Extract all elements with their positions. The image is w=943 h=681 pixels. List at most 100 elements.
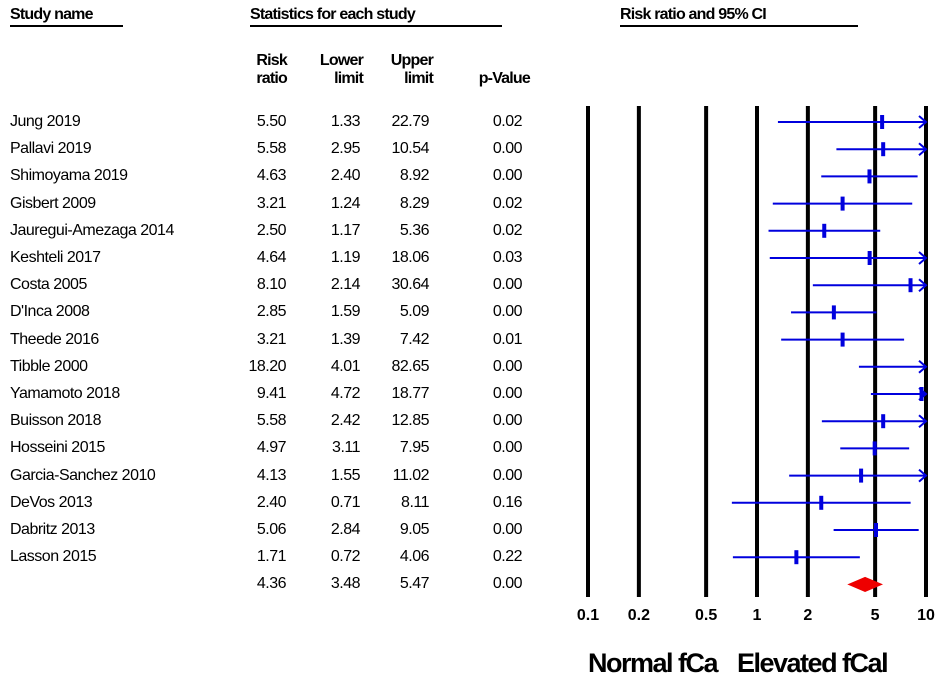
upper-limit-value: 8.29: [399, 194, 430, 212]
ci-arrow-marker: [918, 468, 928, 483]
pooled-estimate-diamond: [847, 576, 884, 592]
table-row: Jauregui-Amezaga 2014 2.50 1.17 5.36 0.0…: [0, 218, 560, 245]
table-row: Lasson 2015 1.71 0.72 4.06 0.22: [0, 544, 560, 571]
point-estimate-marker: [867, 251, 872, 265]
table-row: Yamamoto 2018 9.41 4.72 18.77 0.00: [0, 381, 560, 408]
p-value-value: 0.02: [492, 221, 523, 239]
risk-ratio-value: 2.50: [256, 221, 287, 239]
p-value-value: 0.00: [492, 357, 523, 375]
lower-limit-value: 3.48: [330, 575, 361, 593]
study-name: Costa 2005: [10, 276, 87, 294]
upper-limit-value: 8.11: [401, 493, 429, 511]
p-value-value: 0.02: [492, 194, 523, 212]
study-name: Lasson 2015: [10, 548, 97, 566]
point-estimate-marker: [840, 196, 845, 211]
lower-limit-value: 1.24: [330, 194, 361, 212]
upper-limit-value: 5.36: [399, 221, 430, 239]
p-value-value: 0.00: [492, 466, 523, 484]
lower-limit-value: 2.42: [330, 412, 361, 430]
upper-limit-value: 12.85: [391, 412, 429, 430]
plot-title-header: Risk ratio and 95% CI: [620, 6, 767, 23]
lower-limit-value: 1.19: [330, 249, 361, 266]
statistics-underline: [250, 25, 502, 27]
point-estimate-marker: [822, 223, 827, 238]
table-row: D'Inca 2008 2.85 1.59 5.09 0.00: [0, 299, 560, 326]
study-name: Garcia-Sanchez 2010: [10, 466, 156, 484]
p-value-value: 0.01: [492, 330, 523, 348]
upper-limit-value: 7.95: [399, 439, 430, 457]
table-row: Jung 2019 5.50 1.33 22.79 0.02: [0, 109, 560, 136]
lower-limit-value: 2.84: [330, 521, 361, 538]
table-row: Buisson 2018 5.58 2.42 12.85 0.00: [0, 408, 560, 435]
x-tick-label: 10: [917, 607, 935, 624]
upper-limit-value: 11.02: [392, 466, 430, 484]
x-tick-label: 5: [871, 607, 880, 624]
risk-ratio-value: 4.64: [256, 249, 287, 266]
study-name-underline: [10, 25, 123, 27]
point-estimate-marker: [840, 332, 845, 347]
risk-ratio-value: 5.50: [256, 113, 287, 130]
point-estimate-marker: [859, 468, 864, 483]
risk-ratio-value: 5.06: [256, 521, 287, 538]
lower-limit-value: 0.72: [330, 548, 361, 566]
table-row: Dabritz 2013 5.06 2.84 9.05 0.00: [0, 517, 560, 544]
risk-ratio-value: 8.10: [256, 276, 287, 294]
table-row: Keshteli 2017 4.64 1.19 18.06 0.03: [0, 245, 560, 272]
risk-ratio-value: 18.20: [248, 357, 286, 375]
x-tick-label: 0.1: [577, 607, 599, 624]
upper-limit-value: 5.09: [399, 303, 430, 321]
p-value-value: 0.00: [492, 385, 523, 402]
p-value-value: 0.22: [492, 548, 523, 566]
plot-title-underline: [620, 25, 858, 27]
upper-limit-value: 10.54: [391, 140, 429, 158]
upper-limit-value: 7.42: [399, 330, 430, 348]
study-name: Tibble 2000: [10, 357, 88, 375]
lower-limit-value: 0.71: [330, 493, 361, 511]
x-tick-label: 2: [803, 607, 812, 624]
study-name: Jauregui-Amezaga 2014: [10, 221, 174, 239]
upper-limit-value: 18.77: [391, 385, 429, 402]
upper-limit-value: 4.06: [399, 548, 430, 566]
upper-limit-value: 8.92: [399, 167, 430, 185]
risk-ratio-value: 3.21: [256, 194, 287, 212]
lower-limit-value: 2.40: [330, 167, 361, 185]
point-estimate-marker: [919, 387, 924, 401]
p-value-value: 0.00: [492, 439, 523, 457]
p-value-value: 0.03: [492, 249, 523, 266]
point-estimate-marker: [794, 550, 799, 565]
study-name-header: Study name: [10, 6, 94, 23]
risk-ratio-value: 4.63: [256, 167, 287, 185]
summary-row: 4.36 3.48 5.47 0.00: [0, 571, 560, 598]
lower-limit-value: 3.11: [332, 439, 360, 457]
study-name: Jung 2019: [10, 113, 81, 130]
lower-limit-value: 1.55: [330, 466, 361, 484]
p-value-value: 0.00: [492, 303, 523, 321]
table-row: Pallavi 2019 5.58 2.95 10.54 0.00: [0, 136, 560, 163]
ci-arrow-marker: [918, 360, 928, 374]
p-value-value: 0.00: [492, 575, 523, 593]
p-value-value: 0.00: [492, 521, 523, 538]
point-estimate-marker: [880, 115, 885, 129]
p-value-value: 0.16: [492, 493, 523, 511]
point-estimate-marker: [872, 441, 877, 456]
x-tick-label: 0.5: [695, 607, 717, 624]
p-value-value: 0.00: [492, 140, 523, 158]
p-value-value: 0.02: [492, 113, 523, 130]
study-name: Shimoyama 2019: [10, 167, 128, 185]
risk-ratio-value: 1.71: [256, 548, 287, 566]
risk-ratio-value: 4.97: [256, 439, 287, 457]
x-tick-label: 0.2: [628, 607, 650, 624]
lower-limit-value: 1.33: [330, 113, 361, 130]
study-name: Buisson 2018: [10, 412, 101, 430]
lower-limit-value: 1.39: [330, 330, 361, 348]
lower-limit-value: 2.95: [330, 140, 361, 158]
ci-arrow-marker: [918, 278, 928, 292]
footer-right-label: Elevated fCal: [737, 648, 889, 678]
study-name: Theede 2016: [10, 330, 99, 348]
p-value-value: 0.00: [492, 276, 523, 294]
upper-limit-value: 9.05: [399, 521, 430, 538]
study-name: DeVos 2013: [10, 493, 93, 511]
upper-limit-value: 22.79: [391, 113, 429, 130]
table-row: Hosseini 2015 4.97 3.11 7.95 0.00: [0, 435, 560, 462]
risk-ratio-value: 3.21: [256, 330, 287, 348]
